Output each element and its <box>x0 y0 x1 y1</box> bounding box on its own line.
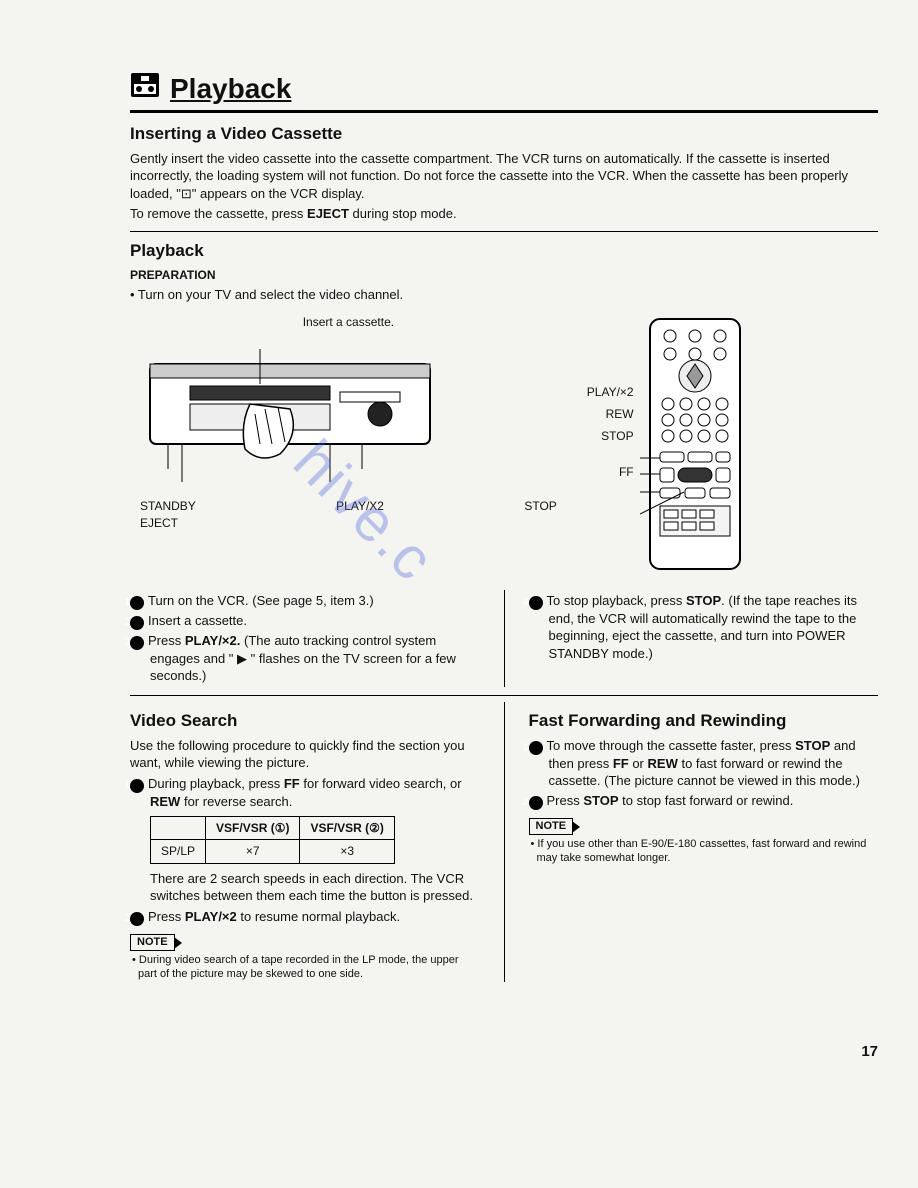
cassette-icon <box>130 70 160 108</box>
remote-playx2-label: PLAY/×2 <box>587 384 634 400</box>
table-h2: VSF/VSR (②) <box>300 817 394 840</box>
stop-bold: STOP <box>583 793 618 808</box>
main-title-text: Playback <box>170 70 291 108</box>
text: to resume normal playback. <box>237 909 400 924</box>
playx2-bold: PLAY/×2. <box>185 633 241 648</box>
text: for forward video search, or <box>300 776 462 791</box>
remote-illustration <box>640 314 750 574</box>
video-search-intro: Use the following procedure to quickly f… <box>130 737 480 772</box>
main-title: Playback <box>130 70 878 113</box>
ffw-step-2: 2 Press STOP to stop fast forward or rewi… <box>529 792 879 810</box>
column-divider <box>504 702 505 983</box>
step-4: 4To stop playback, press STOP. (If the t… <box>529 592 879 663</box>
vcr-figure: Insert a cassette. STANDBY EJECT PLAY/X2 <box>130 314 567 531</box>
after-table-text: There are 2 search speeds in each direct… <box>130 870 480 905</box>
inserting-body: Gently insert the video cassette into th… <box>130 150 878 203</box>
text: To stop playback, press <box>547 593 686 608</box>
standby-label: STANDBY <box>140 498 196 514</box>
vs-step-1: 1 During playback, press FF for forward v… <box>130 775 480 811</box>
bullet-1: 1 <box>529 741 543 755</box>
remote-figure: PLAY/×2 REW STOP FF <box>587 314 878 574</box>
remote-stop-label: STOP <box>587 428 634 444</box>
step-2: 2 Insert a cassette. <box>130 612 480 630</box>
bullet-4: 4 <box>529 596 543 610</box>
bullet-2: 2 <box>130 616 144 630</box>
rew-bold: REW <box>648 756 678 771</box>
page-number: 17 <box>130 1042 878 1062</box>
bullet-3: 3 <box>130 636 144 650</box>
step-1-text: Turn on the VCR. (See page 5, item 3.) <box>148 593 374 608</box>
remote-rew-label: REW <box>587 406 634 422</box>
table-empty-header <box>151 817 206 840</box>
ff-bold: FF <box>613 756 629 771</box>
note-tag: NOTE <box>529 818 574 835</box>
playx2-bold: PLAY/×2 <box>185 909 237 924</box>
eject-label: EJECT <box>140 515 196 531</box>
table-c1: ×7 <box>206 840 300 863</box>
text: During playback, press <box>148 776 284 791</box>
eject-label: EJECT <box>307 206 349 221</box>
remote-ff-label: FF <box>587 464 634 480</box>
note-tag: NOTE <box>130 934 175 951</box>
playx2-label: PLAY/X2 <box>336 498 384 514</box>
table-h1: VSF/VSR (①) <box>206 817 300 840</box>
inserting-remove: To remove the cassette, press EJECT duri… <box>130 205 878 223</box>
video-search-heading: Video Search <box>130 710 480 733</box>
preparation-text: • Turn on your TV and select the video c… <box>130 286 878 304</box>
rew-bold: REW <box>150 794 180 809</box>
insert-caption: Insert a cassette. <box>130 314 567 330</box>
text: for reverse search. <box>180 794 292 809</box>
inserting-heading: Inserting a Video Cassette <box>130 123 878 146</box>
stop-bold: STOP <box>686 593 721 608</box>
speed-table: VSF/VSR (①) VSF/VSR (②) SP/LP ×7 ×3 <box>150 816 395 863</box>
column-divider <box>504 590 505 687</box>
table-c2: ×3 <box>300 840 394 863</box>
bullet-1: 1 <box>130 779 144 793</box>
step-2-text: Insert a cassette. <box>148 613 247 628</box>
playback-heading: Playback <box>130 240 878 263</box>
lower-columns: Video Search Use the following procedure… <box>130 702 878 983</box>
steps-columns: 1Turn on the VCR. (See page 5, item 3.) … <box>130 590 878 687</box>
note-body: • If you use other than E-90/E-180 casse… <box>529 837 879 867</box>
text: To remove the cassette, press <box>130 206 307 221</box>
stop-bold: STOP <box>795 738 830 753</box>
ffw-heading: Fast Forwarding and Rewinding <box>529 710 879 733</box>
figure-row: Insert a cassette. STANDBY EJECT PLAY/X2 <box>130 314 878 574</box>
text: Press <box>547 793 584 808</box>
table-row-label: SP/LP <box>151 840 206 863</box>
text: To move through the cassette faster, pre… <box>547 738 796 753</box>
text: to stop fast forward or rewind. <box>619 793 794 808</box>
step-3: 3Press PLAY/×2. (The auto tracking contr… <box>130 632 480 685</box>
bullet-2: 2 <box>529 796 543 810</box>
bullet-2: 2 <box>130 912 144 926</box>
text: Press <box>148 909 185 924</box>
text: or <box>629 756 648 771</box>
text: Press <box>148 633 185 648</box>
ff-bold: FF <box>284 776 300 791</box>
text: during stop mode. <box>349 206 457 221</box>
ffw-step-1: 1 To move through the cassette faster, pr… <box>529 737 879 790</box>
note-body: • During video search of a tape recorded… <box>130 953 480 983</box>
divider-rule <box>130 231 878 232</box>
bullet-1: 1 <box>130 596 144 610</box>
divider-rule <box>130 695 878 696</box>
step-1: 1 Turn on the VCR. (See page 5, item 3.) <box>130 592 480 610</box>
vs-step-2: 2 Press PLAY/×2 to resume normal playback… <box>130 908 480 926</box>
preparation-label: PREPARATION <box>130 267 878 283</box>
stop-label: STOP <box>524 498 556 514</box>
vcr-illustration <box>130 334 450 494</box>
